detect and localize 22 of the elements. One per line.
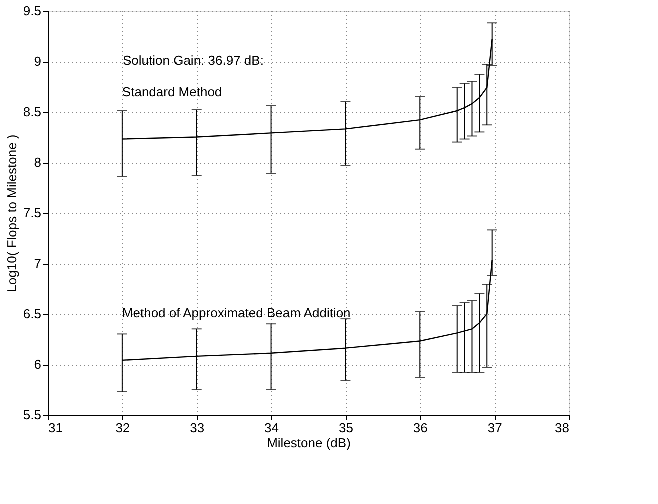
- y-tick-label: 7.5: [23, 206, 42, 220]
- y-tick-label: 8: [34, 155, 42, 170]
- y-axis-title: Log10( Flops to Milestone ): [4, 134, 20, 292]
- y-tick-label: 6: [34, 357, 42, 372]
- x-tick-label: 38: [555, 420, 570, 436]
- x-tick-label: 37: [488, 420, 502, 436]
- y-tick-label: 7: [34, 256, 42, 271]
- y-tick-label: 9: [34, 54, 42, 69]
- y-tick-label: 8.5: [23, 104, 42, 120]
- y-tick-label: 5.5: [23, 408, 42, 422]
- text: Standard Method: [122, 84, 222, 100]
- text: Method of Approximated Beam Addition: [122, 305, 351, 320]
- x-tick-label: 34: [264, 420, 280, 436]
- x-tick-label: 36: [413, 420, 428, 436]
- x-tick-label: 33: [190, 420, 205, 436]
- y-tick-label: 9.5: [23, 4, 42, 18]
- annotation: Solution Gain: 36.97 dB:: [123, 53, 264, 68]
- x-tick-label: 31: [48, 420, 63, 436]
- y-tick-label: 6.5: [23, 306, 42, 322]
- x-tick-label: 35: [338, 420, 354, 436]
- x-tick-label: 32: [116, 420, 130, 436]
- x-axis-title: Milestone (dB): [267, 436, 351, 450]
